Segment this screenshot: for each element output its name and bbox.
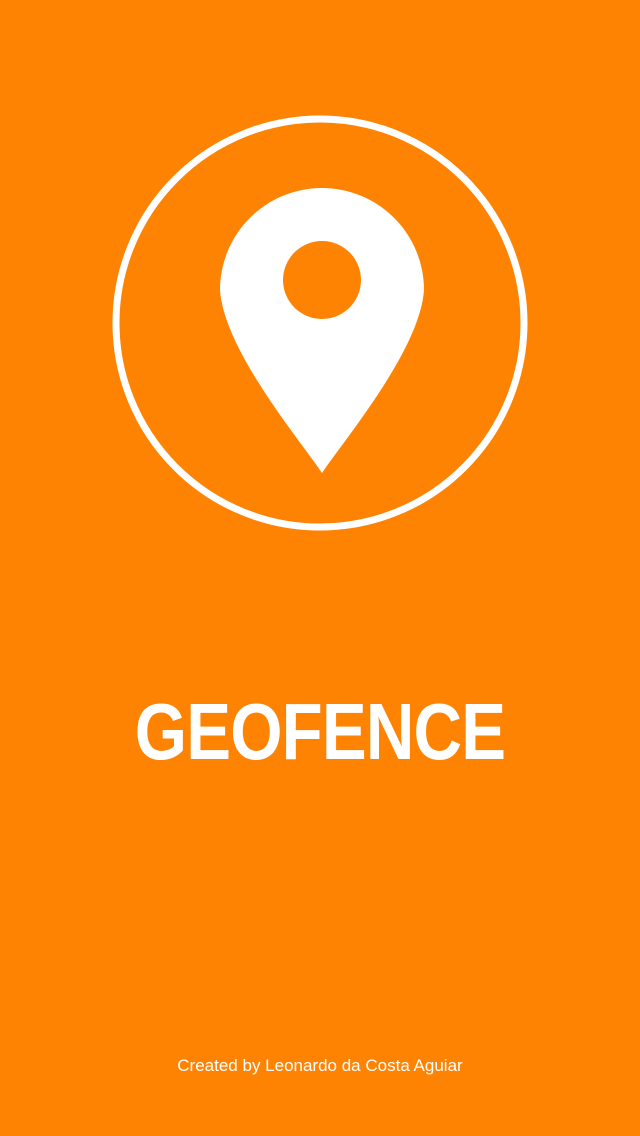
logo-graphic	[112, 115, 528, 531]
credit-text: Created by Leonardo da Costa Aguiar	[177, 1056, 463, 1075]
circle-ring-icon	[112, 115, 528, 531]
map-pin-icon	[220, 188, 424, 473]
app-title: GEOFENCE	[134, 687, 506, 776]
app-logo	[112, 115, 528, 531]
